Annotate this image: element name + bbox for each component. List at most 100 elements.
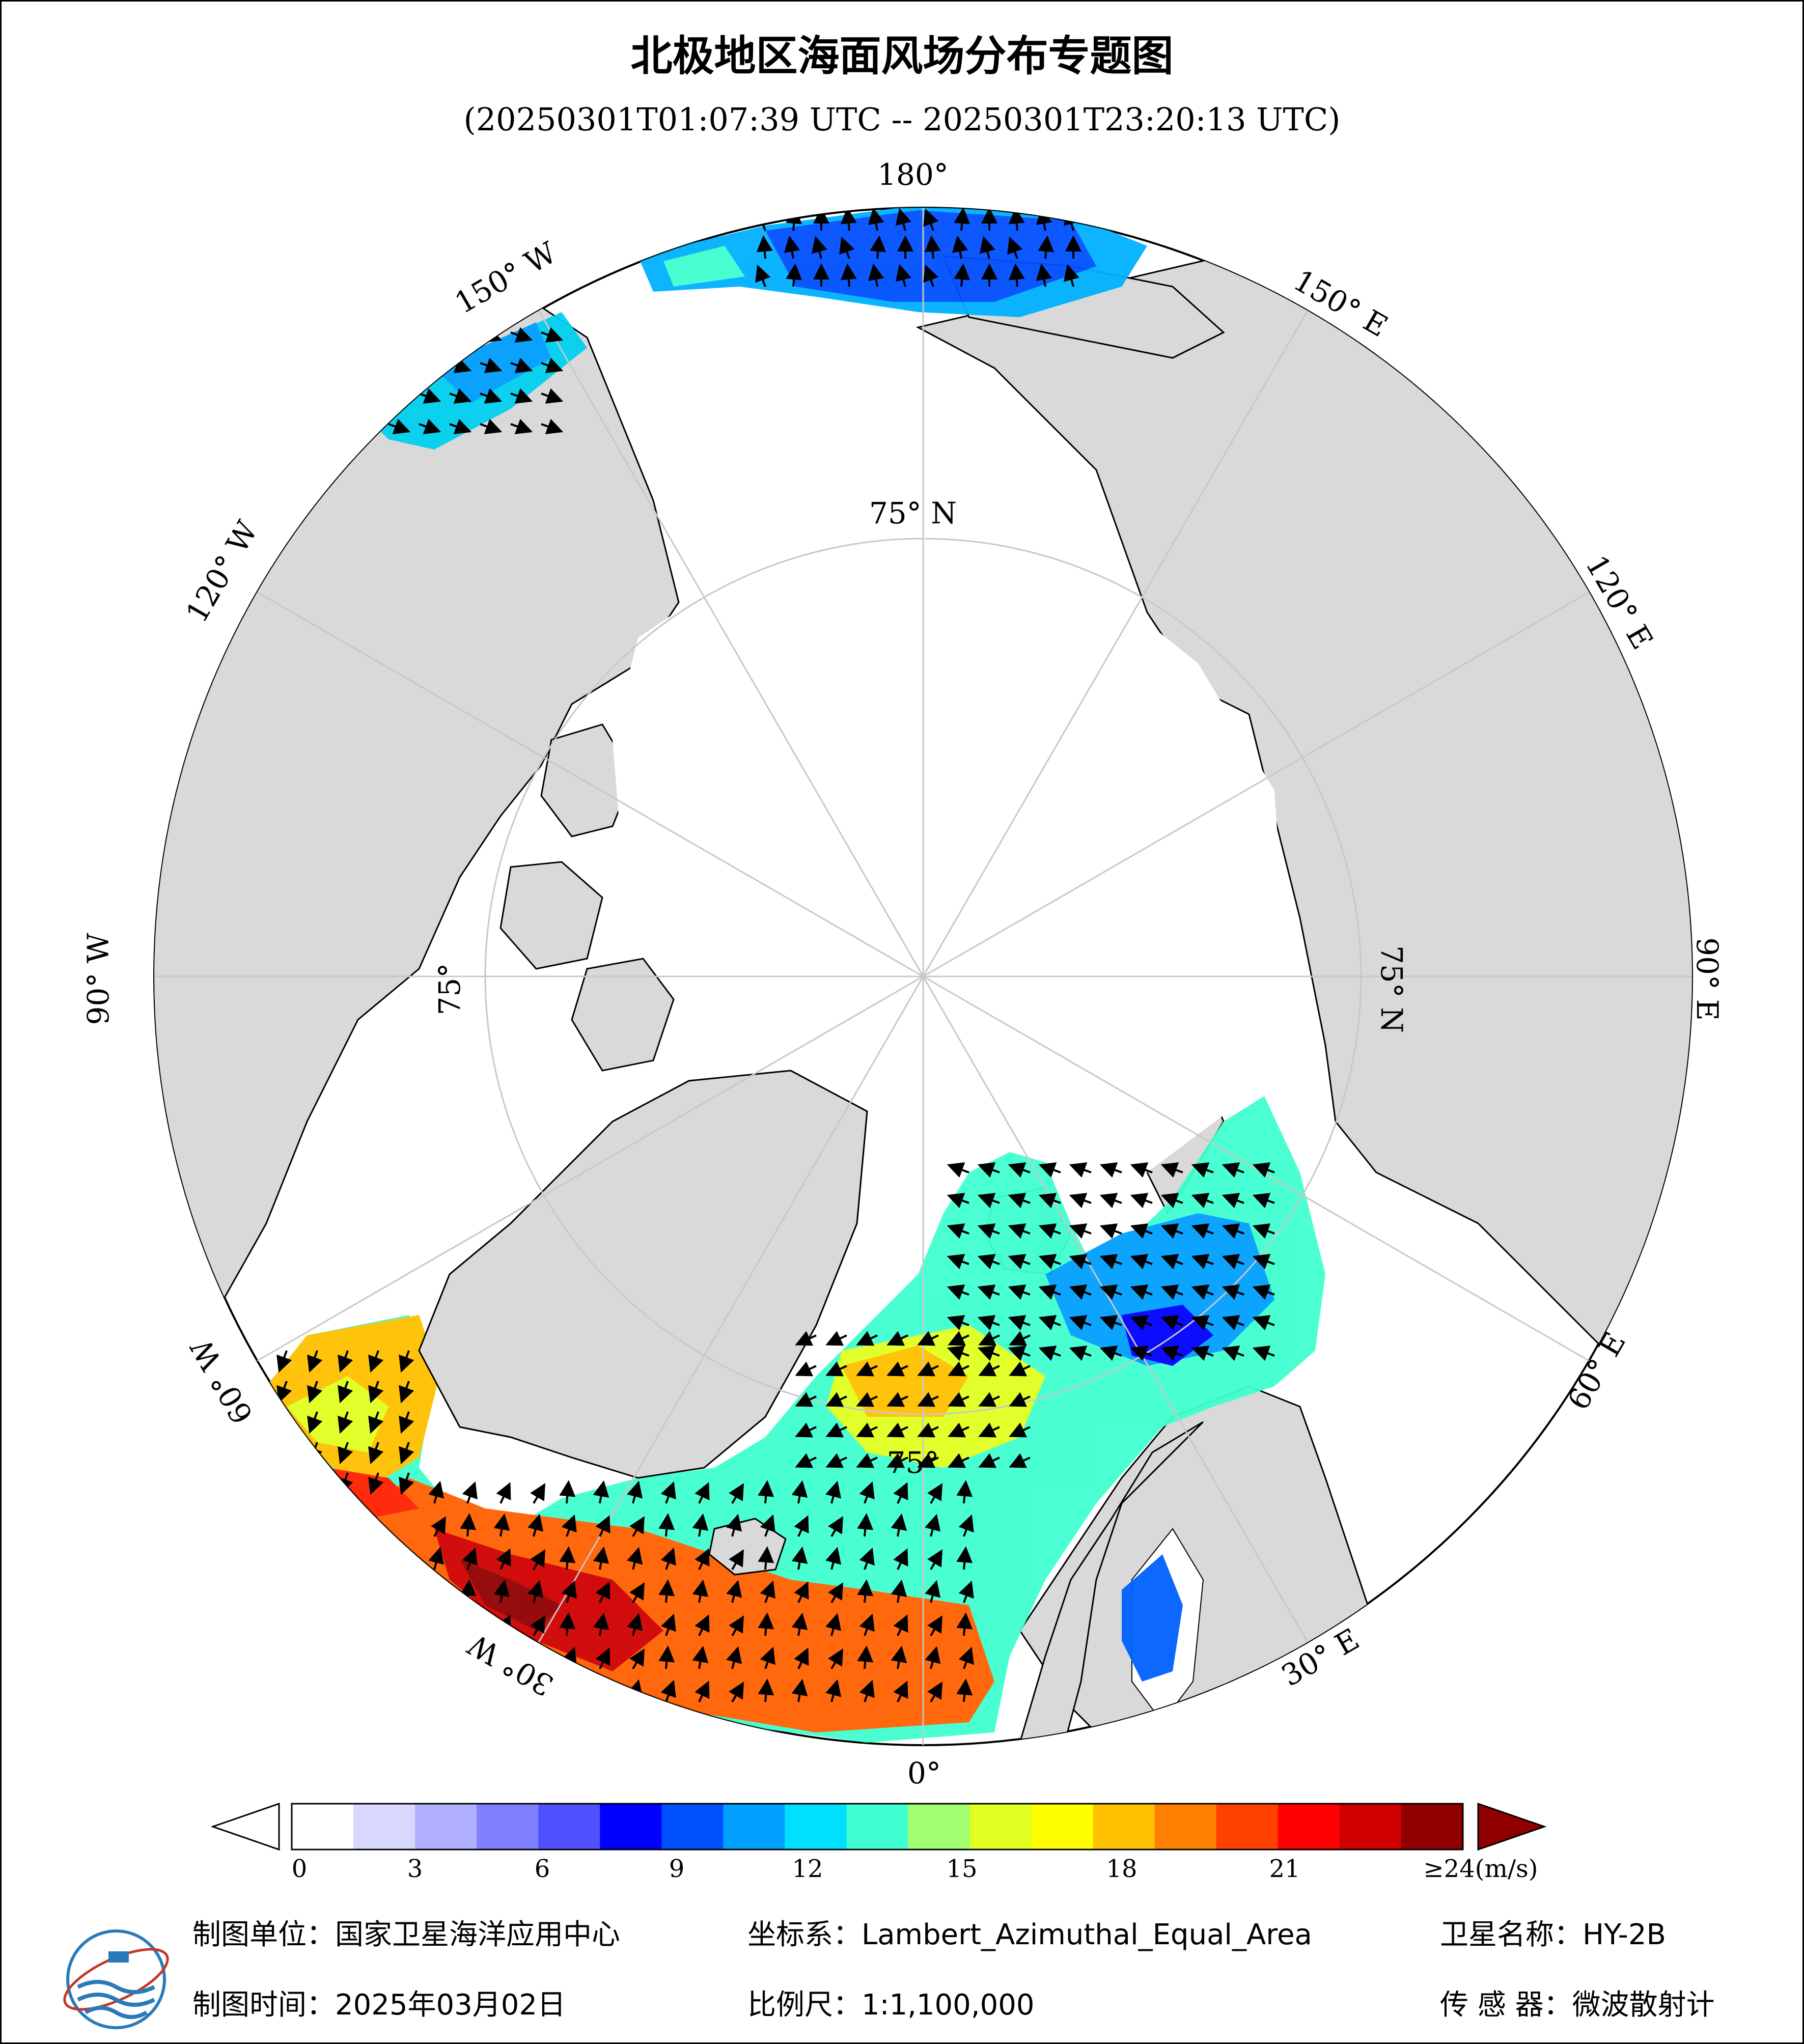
wind-arrow — [388, 388, 411, 404]
wind-arrow — [593, 1480, 609, 1504]
wind-arrow — [692, 1513, 709, 1537]
wind-arrow — [917, 1422, 939, 1438]
wind-arrow — [1130, 1346, 1153, 1361]
colorbar-cell — [969, 1804, 1032, 1850]
wind-arrow — [1222, 1284, 1244, 1300]
wind-arrow — [825, 1361, 847, 1377]
wind-arrow — [559, 1480, 576, 1504]
wind-arrow — [462, 1481, 478, 1504]
wind-arrow — [496, 1482, 511, 1504]
wind-arrow — [923, 208, 939, 231]
wind-arrow — [927, 1615, 943, 1637]
wind-arrow — [1252, 1254, 1275, 1270]
wind-arrow — [886, 1361, 908, 1377]
wind-arrow — [627, 1480, 643, 1504]
colorbar-tick: 0 — [291, 1855, 308, 1883]
wind-arrow — [399, 1411, 414, 1434]
wind-arrow — [956, 1612, 973, 1636]
wind-arrow — [1008, 1315, 1031, 1331]
wind-arrow — [462, 1613, 478, 1636]
wind-arrow — [1069, 1162, 1092, 1178]
wind-arrow — [956, 1678, 973, 1702]
wind-arrow — [977, 1315, 1000, 1331]
wind-arrow — [629, 1582, 645, 1604]
wind-arrow — [795, 1422, 817, 1438]
wind-arrow — [1008, 1284, 1031, 1300]
wind-arrow — [978, 1453, 1000, 1468]
wind-arrow — [784, 235, 800, 259]
wind-arrow — [419, 357, 441, 373]
wind-arrow — [480, 388, 503, 404]
wind-arrow — [561, 1580, 577, 1603]
wind-arrow — [627, 1613, 643, 1636]
wind-arrow — [924, 235, 941, 259]
wind-arrow — [825, 1331, 847, 1346]
wind-arrow — [1222, 1346, 1244, 1361]
wind-arrow — [1069, 1223, 1092, 1239]
wind-arrow — [948, 1392, 969, 1407]
wind-arrow — [1038, 1284, 1061, 1300]
wind-arrow — [1008, 263, 1025, 287]
wind-arrow — [891, 1579, 907, 1603]
wind-arrow — [828, 1516, 844, 1537]
wind-arrow — [595, 1581, 610, 1603]
wind-arrow — [660, 1679, 676, 1702]
wind-arrow — [428, 1679, 445, 1702]
wind-arrow — [977, 1254, 1000, 1270]
time-range: (20250301T01:07:39 UTC -- 20250301T23:20… — [463, 101, 1341, 138]
colorbar-cell — [661, 1804, 724, 1850]
wind-arrow — [1008, 1162, 1031, 1178]
colorbar-unit: ≥24(m/s) — [1423, 1855, 1538, 1883]
wind-arrow — [925, 1514, 941, 1537]
wind-arrow — [629, 1516, 645, 1537]
wind-arrow — [758, 1678, 774, 1702]
wind-arrow — [794, 1581, 809, 1603]
wind-arrow — [660, 1481, 676, 1504]
wind-arrow — [388, 327, 411, 343]
colorbar-cell — [600, 1804, 662, 1850]
wind-arrow — [431, 1582, 447, 1604]
wind-arrow — [276, 1442, 292, 1465]
wind-arrow — [958, 1514, 974, 1537]
wind-arrow — [891, 1645, 907, 1669]
wind-arrow — [947, 1284, 969, 1300]
wind-arrow — [399, 1442, 414, 1465]
wind-arrow — [510, 357, 533, 373]
wind-arrow — [593, 1612, 609, 1636]
lon-label-90w: 90° W — [81, 933, 116, 1025]
wind-arrow — [791, 1546, 808, 1570]
wind-arrow — [1130, 1284, 1153, 1300]
wind-arrow — [1069, 1193, 1092, 1209]
wind-arrow — [1130, 1223, 1153, 1239]
wind-arrow — [856, 1331, 878, 1346]
wind-arrow — [825, 1480, 842, 1504]
wind-arrow — [954, 208, 970, 231]
wind-arrow — [1038, 1223, 1061, 1239]
wind-arrow — [886, 1453, 908, 1468]
wind-arrow — [595, 1515, 610, 1537]
wind-arrow — [795, 1453, 817, 1468]
footer-coord-system: 坐标系：Lambert_Azimuthal_Equal_Area — [747, 1918, 1312, 1951]
wind-arrow — [388, 357, 411, 373]
wind-arrow — [496, 1548, 511, 1570]
wind-arrow — [528, 1580, 544, 1603]
wind-arrow — [399, 1381, 414, 1404]
wind-arrow — [692, 1579, 709, 1603]
map-title: 北极地区海面风场分布专题图 — [630, 32, 1174, 80]
wind-arrow — [368, 1411, 384, 1434]
wind-arrow — [1252, 1346, 1275, 1361]
wind-arrow — [1222, 1315, 1244, 1331]
wind-arrow — [627, 1547, 643, 1570]
wind-arrow — [462, 1679, 478, 1702]
wind-arrow — [859, 1547, 875, 1570]
wind-arrow — [368, 1472, 384, 1495]
wind-arrow — [978, 1361, 1000, 1377]
wind-arrow — [954, 263, 970, 287]
wind-arrow — [276, 1350, 292, 1373]
wind-arrow — [979, 236, 995, 259]
wind-arrow — [857, 1513, 874, 1537]
wind-arrow — [541, 388, 564, 404]
wind-arrow — [868, 208, 884, 231]
wind-arrow — [978, 1392, 1000, 1407]
